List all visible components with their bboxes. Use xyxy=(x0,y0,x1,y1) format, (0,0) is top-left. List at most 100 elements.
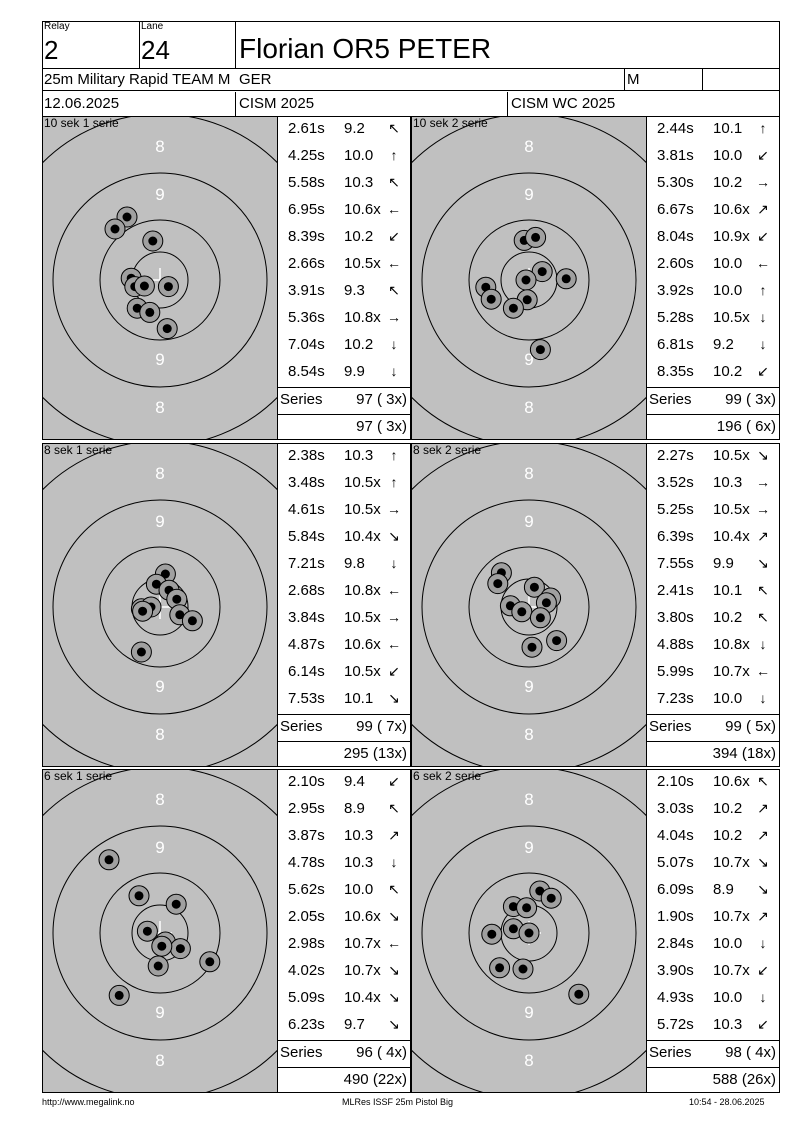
cumulative-total: 588 (26x) xyxy=(712,1071,776,1088)
shot-row: 5.99s 10.7x ← xyxy=(647,663,780,690)
direction-arrow-icon: ↖ xyxy=(388,800,400,816)
direction-arrow-icon: ↓ xyxy=(390,854,398,870)
shot-hole xyxy=(515,269,537,291)
target-ring xyxy=(52,172,268,388)
direction-arrow-icon: ↘ xyxy=(388,989,400,1005)
series-score: 96 ( 4x) xyxy=(356,1044,407,1061)
shot-row: 2.44s 10.1 ↑ xyxy=(647,120,780,147)
shot-time: 3.92s xyxy=(657,282,694,299)
shot-time: 2.84s xyxy=(657,935,694,952)
shot-list: 2.10s 10.6x ↖ 3.03s 10.2 ↗ 4.04s 10.2 ↗ 5.07s 10.7… xyxy=(647,769,780,1093)
cumulative-total: 295 (13x) xyxy=(343,745,407,762)
shot-hole xyxy=(128,885,150,907)
date: 12.06.2025 xyxy=(44,95,120,112)
shot-time: 3.52s xyxy=(657,474,694,491)
shot-row: 8.54s 9.9 ↓ xyxy=(278,363,411,390)
direction-arrow-icon: ↙ xyxy=(757,1016,769,1032)
shot-score: 10.4x xyxy=(344,989,381,1006)
shot-time: 2.41s xyxy=(657,582,694,599)
shot-row: 3.48s 10.5x ↑ xyxy=(278,474,411,501)
shot-row: 4.25s 10.0 ↑ xyxy=(278,147,411,174)
shot-time: 5.58s xyxy=(288,174,325,191)
shot-row: 3.87s 10.3 ↗ xyxy=(278,827,411,854)
direction-arrow-icon: → xyxy=(756,474,770,490)
shot-time: 2.66s xyxy=(288,255,325,272)
series-label: Series xyxy=(649,391,692,408)
shot-row: 3.80s 10.2 ↖ xyxy=(647,609,780,636)
shot-score: 10.4x xyxy=(713,528,750,545)
shot-row: 3.52s 10.3 → xyxy=(647,474,780,501)
target-face: 8 9 9 8 xyxy=(43,770,277,1092)
shot-time: 5.25s xyxy=(657,501,694,518)
shot-score: 10.5x xyxy=(344,255,381,272)
lane-label: Lane xyxy=(141,21,164,32)
direction-arrow-icon: ← xyxy=(387,201,401,217)
direction-arrow-icon: ↘ xyxy=(388,908,400,924)
shot-row: 5.58s 10.3 ↖ xyxy=(278,174,411,201)
direction-arrow-icon: ↖ xyxy=(388,282,400,298)
shot-time: 2.68s xyxy=(288,582,325,599)
direction-arrow-icon: ↖ xyxy=(388,120,400,136)
shot-hole xyxy=(98,849,120,871)
shot-row: 3.03s 10.2 ↗ xyxy=(647,800,780,827)
shot-hole xyxy=(487,573,509,595)
shot-time: 2.44s xyxy=(657,120,694,137)
shot-row: 3.81s 10.0 ↙ xyxy=(647,147,780,174)
shot-hole xyxy=(481,923,503,945)
shot-hole xyxy=(165,893,187,915)
shot-hole xyxy=(139,301,161,323)
target-ring xyxy=(52,825,268,1041)
shot-time: 3.84s xyxy=(288,609,325,626)
target-ring xyxy=(52,499,268,715)
direction-arrow-icon: ↓ xyxy=(759,336,767,352)
target-ring xyxy=(421,825,637,1041)
shot-list: 2.61s 9.2 ↖ 4.25s 10.0 ↑ 5.58s 10.3 ↖ 6.95s 10.6x ←… xyxy=(278,116,411,440)
shot-time: 4.78s xyxy=(288,854,325,871)
shot-list: 2.38s 10.3 ↑ 3.48s 10.5x ↑ 4.61s 10.5x → 5.84s 10.… xyxy=(278,443,411,767)
shot-hole xyxy=(489,957,511,979)
shot-score: 10.6x xyxy=(713,201,750,218)
shot-time: 6.23s xyxy=(288,1016,325,1033)
direction-arrow-icon: → xyxy=(756,174,770,190)
shot-row: 3.90s 10.7x ↙ xyxy=(647,962,780,989)
direction-arrow-icon: ↘ xyxy=(388,690,400,706)
ring-number: 9 xyxy=(155,512,164,531)
target-ring xyxy=(468,872,590,994)
target-face: 8 9 9 8 xyxy=(43,117,277,439)
cumulative-total: 97 ( 3x) xyxy=(356,418,407,435)
shot-score: 10.3 xyxy=(344,827,374,844)
target-ring xyxy=(421,172,637,388)
direction-arrow-icon: ↙ xyxy=(757,147,769,163)
direction-arrow-icon: ↘ xyxy=(388,962,400,978)
shot-score: 10.6x xyxy=(344,908,381,925)
shot-row: 7.55s 9.9 ↘ xyxy=(647,555,780,582)
shot-row: 4.02s 10.7x ↘ xyxy=(278,962,411,989)
shot-time: 5.07s xyxy=(657,854,694,871)
shot-row: 4.88s 10.8x ↓ xyxy=(647,636,780,663)
shot-time: 5.09s xyxy=(288,989,325,1006)
shot-row: 4.78s 10.3 ↓ xyxy=(278,854,411,881)
shot-time: 8.35s xyxy=(657,363,694,380)
shot-time: 2.10s xyxy=(288,773,325,790)
series-label: Series xyxy=(280,1044,323,1061)
shot-row: 6.14s 10.5x ↙ xyxy=(278,663,411,690)
shot-score: 10.7x xyxy=(713,908,750,925)
direction-arrow-icon: ↗ xyxy=(757,908,769,924)
shot-time: 5.30s xyxy=(657,174,694,191)
shot-score: 10.0 xyxy=(344,147,374,164)
shot-score: 10.6x xyxy=(713,773,750,790)
shot-hole xyxy=(130,641,152,663)
shot-row: 4.93s 10.0 ↓ xyxy=(647,989,780,1016)
shot-hole xyxy=(531,261,553,283)
direction-arrow-icon: ↘ xyxy=(757,854,769,870)
shot-score: 10.7x xyxy=(713,962,750,979)
shot-time: 6.67s xyxy=(657,201,694,218)
shot-row: 4.87s 10.6x ← xyxy=(278,636,411,663)
shot-row: 2.95s 8.9 ↖ xyxy=(278,800,411,827)
shot-hole xyxy=(511,601,533,623)
shot-time: 4.25s xyxy=(288,147,325,164)
series-title: 6 sek 2 serie xyxy=(413,769,482,783)
shot-hole xyxy=(104,218,126,240)
shot-time: 8.04s xyxy=(657,228,694,245)
shot-row: 2.84s 10.0 ↓ xyxy=(647,935,780,962)
